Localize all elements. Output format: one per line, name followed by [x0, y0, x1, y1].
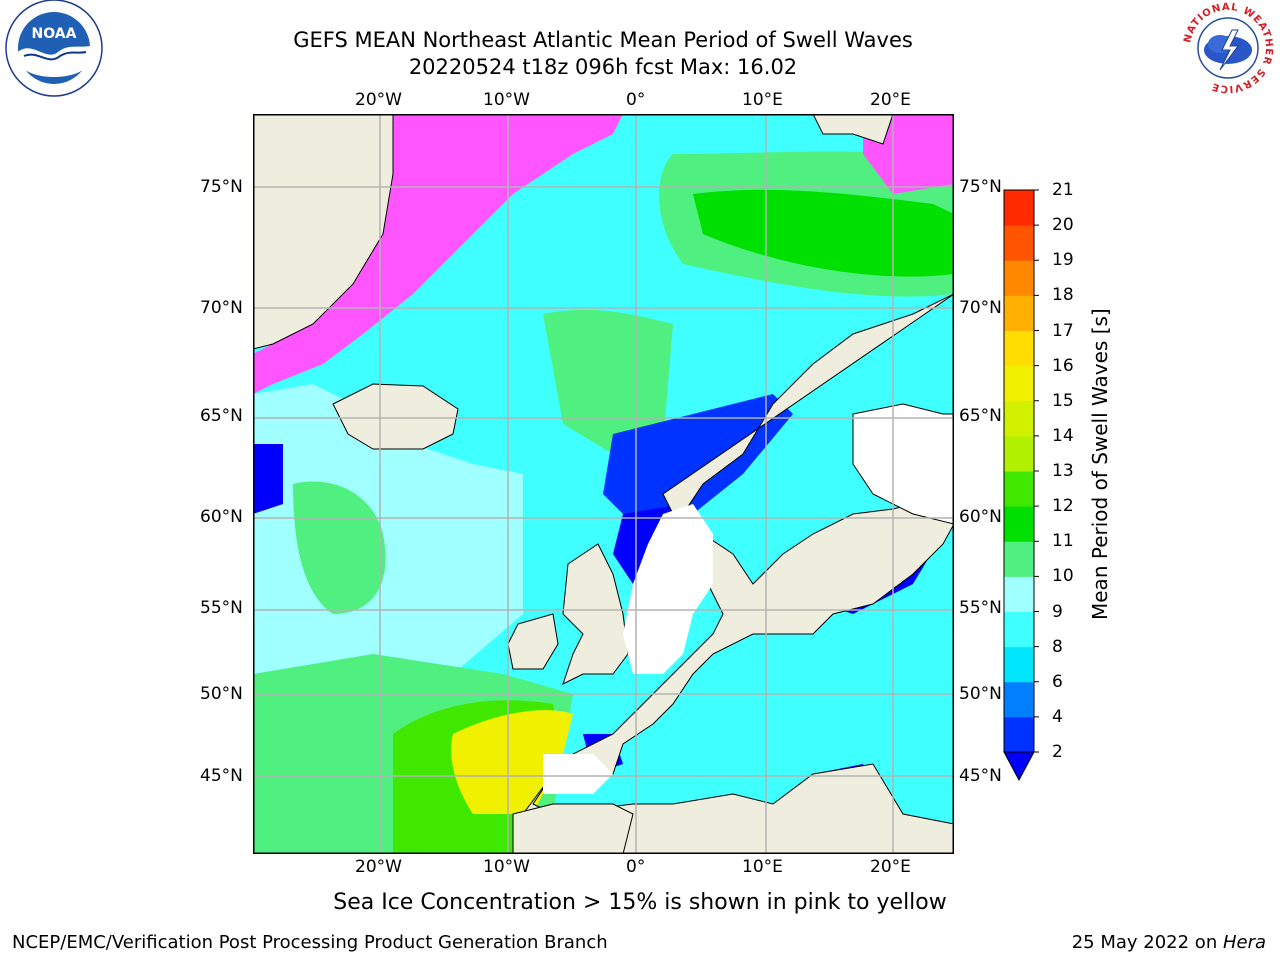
lon-label-bottom: 20°W	[355, 857, 402, 877]
map-plot	[252, 113, 955, 855]
nws-logo: NATIONAL WEATHER SERVICE	[1176, 0, 1280, 100]
lat-label-right: 70°N	[959, 298, 1002, 318]
lat-label-right: 65°N	[959, 406, 1002, 426]
colorbar-tick-label: 16	[1052, 355, 1074, 376]
colorbar-tick-label: 10	[1052, 566, 1074, 587]
colorbar-tick-label: 14	[1052, 425, 1074, 446]
lon-label-top: 10°W	[483, 90, 530, 110]
swell-zone-iceland-south	[293, 481, 386, 614]
colorbar-segment	[1004, 365, 1034, 402]
footer-date: 25 May 2022 on Hera	[1072, 932, 1266, 953]
sea-ice-zone	[253, 114, 623, 394]
colorbar-tick-label: 20	[1052, 215, 1074, 236]
lon-label-top: 0°	[626, 90, 646, 110]
colorbar-tick-label: 11	[1052, 531, 1074, 552]
lon-label-bottom: 20°E	[870, 857, 911, 877]
colorbar-tick-label: 4	[1052, 706, 1063, 727]
sea-ice-note: Sea Ice Concentration > 15% is shown in …	[333, 890, 947, 915]
noaa-logo: NOAA	[2, 0, 106, 100]
lat-label-right: 75°N	[959, 177, 1002, 197]
lat-label-left: 75°N	[200, 177, 243, 197]
colorbar-tick-label: 19	[1052, 250, 1074, 271]
chart-title: GEFS MEAN Northeast Atlantic Mean Period…	[293, 28, 913, 52]
land-greenland	[252, 113, 394, 350]
colorbar-segment	[1004, 295, 1034, 331]
colorbar-segment	[1004, 506, 1034, 542]
colorbar	[1000, 184, 1040, 784]
lat-label-left: 70°N	[200, 298, 243, 318]
lat-label-left: 45°N	[200, 766, 243, 786]
colorbar-segment	[1004, 576, 1034, 612]
map-frame	[253, 114, 954, 854]
lat-label-right: 60°N	[959, 507, 1002, 527]
colorbar-tick-label: 15	[1052, 390, 1074, 411]
land-iberia	[512, 803, 634, 855]
lon-label-top: 20°W	[355, 90, 402, 110]
lat-label-left: 50°N	[200, 684, 243, 704]
colorbar-segment	[1004, 716, 1034, 753]
colorbar-title: Mean Period of Swell Waves [s]	[1088, 308, 1112, 620]
colorbar-tick-label: 21	[1052, 180, 1074, 200]
colorbar-segment	[1004, 646, 1034, 683]
swell-zone-norwegian-coast	[603, 394, 793, 534]
colorbar-segment	[1004, 681, 1034, 718]
swell-zone-greenland-coast	[253, 444, 283, 514]
footer-date-text: 25 May 2022 on	[1071, 932, 1223, 953]
colorbar-tick-label: 8	[1052, 636, 1063, 657]
lat-label-left: 65°N	[200, 406, 243, 426]
footer-credit: NCEP/EMC/Verification Post Processing Pr…	[12, 932, 608, 953]
inland-mask-north-sea	[623, 504, 713, 674]
swell-zone-atlantic-mid	[253, 384, 523, 694]
colorbar-segment	[1004, 541, 1034, 577]
colorbar-extend-arrow	[1003, 751, 1035, 782]
colorbar-tick-label: 17	[1052, 320, 1074, 341]
colorbar-segment	[1004, 190, 1034, 226]
lat-label-right: 45°N	[959, 766, 1002, 786]
lat-label-right: 50°N	[959, 684, 1002, 704]
colorbar-tick-label: 18	[1052, 285, 1074, 306]
inland-mask-biscay	[543, 754, 613, 794]
colorbar-segment	[1004, 225, 1034, 261]
colorbar-segment	[1004, 330, 1034, 367]
colorbar-segment	[1004, 400, 1034, 437]
gridlines	[253, 114, 954, 854]
colorbar-tick-label: 2	[1052, 742, 1063, 762]
swell-zone-barents-inner	[693, 189, 954, 277]
svg-text:NOAA: NOAA	[32, 26, 77, 42]
colorbar-tick-label: 9	[1052, 601, 1063, 622]
lon-label-top: 20°E	[870, 90, 911, 110]
lat-label-left: 60°N	[200, 507, 243, 527]
colorbar-tick-label: 6	[1052, 671, 1063, 692]
colorbar-tick-label: 12	[1052, 496, 1074, 517]
colorbar-tick-label: 13	[1052, 461, 1074, 481]
land-great-britain	[562, 543, 629, 685]
colorbar-segment	[1004, 435, 1034, 472]
lat-label-left: 55°N	[200, 598, 243, 618]
footer-machine: Hera	[1222, 932, 1266, 953]
lon-label-bottom: 10°W	[483, 857, 530, 877]
lon-label-top: 10°E	[742, 90, 783, 110]
lon-label-bottom: 10°E	[742, 857, 783, 877]
lon-label-bottom: 0°	[626, 857, 646, 877]
colorbar-segment	[1004, 611, 1034, 648]
lat-label-right: 55°N	[959, 598, 1002, 618]
chart-subtitle: 20220524 t18z 096h fcst Max: 16.02	[408, 55, 798, 79]
colorbar-segment	[1004, 471, 1034, 507]
land-iceland	[332, 383, 459, 450]
colorbar-segment	[1004, 260, 1034, 296]
